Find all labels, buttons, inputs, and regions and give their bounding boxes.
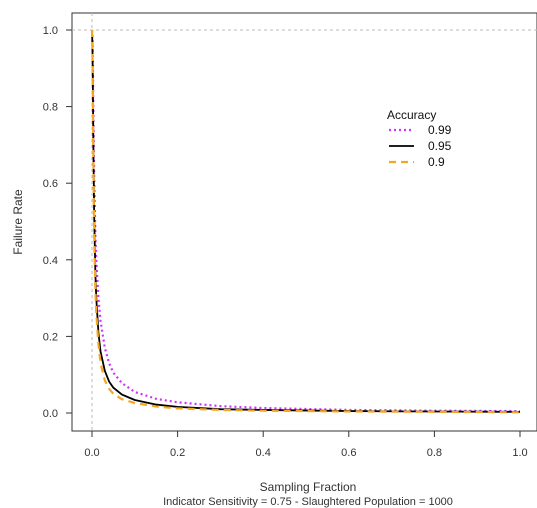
legend-label-0-9: 0.9: [428, 155, 445, 169]
x-tick-label: 1.0: [512, 447, 527, 459]
x-tick-label: 0.6: [341, 447, 356, 459]
x-tick-label: 0.0: [84, 447, 99, 459]
series-lines: [90, 29, 521, 414]
series-line-0-9: [90, 29, 521, 414]
legend-label-0-99: 0.99: [428, 123, 452, 137]
legend-label-0-95: 0.95: [428, 139, 452, 153]
y-tick-label: 0.8: [43, 102, 58, 114]
x-axis-title: Sampling Fraction: [260, 480, 357, 494]
series-line-0-95: [91, 29, 521, 413]
y-axis-title: Failure Rate: [11, 189, 25, 255]
y-tick-label: 1.0: [43, 25, 58, 37]
series-line-0-99: [90, 29, 521, 413]
x-tick-label: 0.4: [256, 447, 271, 459]
chart-caption: Indicator Sensitivity = 0.75 - Slaughter…: [163, 496, 453, 508]
plot-frame: [71, 12, 537, 432]
x-tick-label: 0.2: [170, 447, 185, 459]
y-tick-label: 0.0: [43, 408, 58, 420]
x-tick-label: 0.8: [427, 447, 442, 459]
axis-ticks: 0.0 0.2 0.4 0.6 0.8 1.0 0.0 0.2 0.4 0.6 0.8 1.0: [43, 25, 528, 459]
y-tick-label: 0.4: [43, 255, 58, 267]
legend-title: Accuracy: [387, 108, 436, 122]
legend: Accuracy 0.99 0.95 0.9: [387, 108, 452, 169]
y-tick-label: 0.6: [43, 178, 58, 190]
y-tick-label: 0.2: [43, 331, 58, 343]
